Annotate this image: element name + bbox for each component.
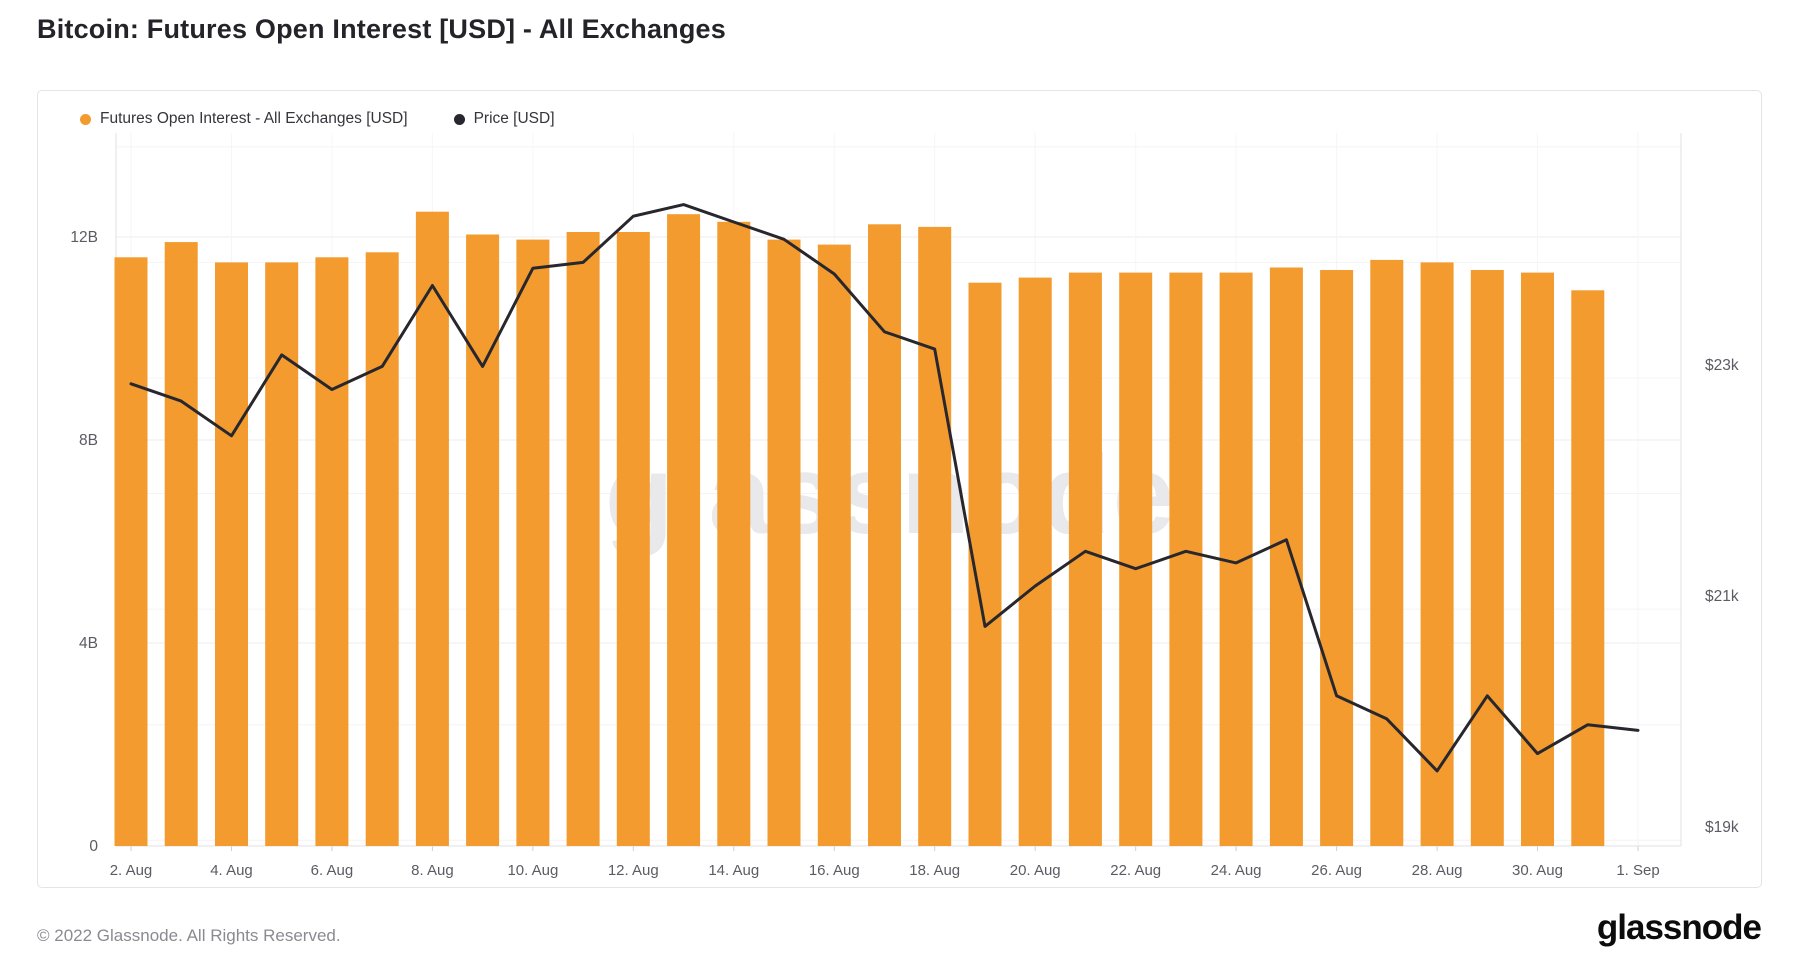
x-axis-label: 26. Aug	[1311, 862, 1362, 879]
right-axis-label: $23k	[1705, 357, 1739, 374]
oi-bar-6. Aug[interactable]	[315, 257, 349, 846]
oi-bar-7. Aug[interactable]	[365, 252, 399, 847]
x-axis-label: 14. Aug	[708, 862, 759, 879]
legend-item-price[interactable]: Price [USD]	[453, 110, 555, 128]
oi-bar-23. Aug[interactable]	[1169, 272, 1203, 847]
oi-bar-29. Aug[interactable]	[1470, 270, 1504, 846]
oi-bar-20. Aug[interactable]	[1018, 277, 1052, 847]
oi-bar-17. Aug[interactable]	[868, 224, 901, 847]
x-axis-label: 18. Aug	[909, 862, 960, 879]
oi-bar-4. Aug[interactable]	[215, 262, 248, 846]
oi-bar-30. Aug[interactable]	[1521, 272, 1554, 847]
legend-marker-open-interest-icon	[80, 113, 91, 125]
oi-bar-3. Aug[interactable]	[164, 242, 198, 847]
oi-bar-2. Aug[interactable]	[114, 257, 148, 846]
x-axis-label: 10. Aug	[507, 862, 558, 879]
left-axis-label: 4B	[79, 635, 98, 652]
x-axis-label: 16. Aug	[809, 862, 860, 879]
oi-bar-11. Aug[interactable]	[566, 232, 600, 846]
oi-bar-9. Aug[interactable]	[466, 234, 500, 847]
oi-bar-16. Aug[interactable]	[817, 244, 851, 847]
chart-card: Futures Open Interest - All Exchanges [U…	[37, 90, 1762, 888]
x-axis-label: 24. Aug	[1211, 862, 1262, 879]
x-axis-label: 12. Aug	[608, 862, 659, 879]
chart-plot-area[interactable]: 2. Aug 4. Aug 6. Aug 8. Aug 10. Aug 12. Aug 14…	[38, 91, 1761, 887]
oi-bar-8. Aug[interactable]	[415, 211, 449, 846]
x-axis-label: 4. Aug	[210, 862, 253, 879]
chart-legend: Futures Open Interest - All Exchanges [U…	[80, 110, 555, 128]
oi-bar-14. Aug[interactable]	[717, 221, 751, 847]
oi-bar-22. Aug[interactable]	[1119, 272, 1153, 847]
right-axis-label: $21k	[1705, 588, 1739, 605]
page-title: Bitcoin: Futures Open Interest [USD] - A…	[37, 14, 726, 44]
glassnode-logo: glassnode	[1596, 908, 1762, 947]
x-axis-label: 2. Aug	[110, 862, 153, 879]
price-line[interactable]	[129, 203, 1640, 773]
x-axis-label: 8. Aug	[411, 862, 454, 879]
oi-bar-13. Aug[interactable]	[667, 214, 701, 846]
oi-bar-27. Aug[interactable]	[1370, 259, 1404, 846]
oi-bar-28. Aug[interactable]	[1420, 262, 1454, 846]
right-axis-label: $19k	[1705, 819, 1739, 836]
oi-bar-15. Aug[interactable]	[767, 239, 801, 847]
x-axis-label: 1. Sep	[1616, 862, 1659, 879]
legend-label-price: Price [USD]	[473, 110, 555, 127]
oi-bar-18. Aug[interactable]	[918, 226, 952, 846]
oi-bar-26. Aug[interactable]	[1320, 270, 1354, 846]
oi-bar-5. Aug[interactable]	[265, 262, 299, 846]
oi-bar-25. Aug[interactable]	[1269, 267, 1303, 847]
x-axis-label: 30. Aug	[1512, 862, 1563, 879]
left-axis-label: 0	[89, 838, 98, 855]
x-axis-label: 22. Aug	[1110, 862, 1161, 879]
x-axis-label: 6. Aug	[311, 862, 354, 879]
left-axis-label: 8B	[79, 432, 98, 449]
oi-bar-31. Aug[interactable]	[1571, 290, 1605, 846]
x-axis-label: 28. Aug	[1412, 862, 1463, 879]
x-axis-label: 20. Aug	[1010, 862, 1061, 879]
left-axis-label: 12B	[70, 229, 98, 246]
oi-bar-12. Aug[interactable]	[616, 232, 650, 846]
legend-marker-price-icon	[453, 113, 465, 125]
copyright-text: © 2022 Glassnode. All Rights Reserved.	[37, 926, 341, 945]
legend-item-open-interest[interactable]: Futures Open Interest - All Exchanges [U…	[80, 110, 408, 128]
legend-label-open-interest: Futures Open Interest - All Exchanges [U…	[100, 110, 408, 127]
oi-bar-10. Aug[interactable]	[516, 239, 550, 847]
